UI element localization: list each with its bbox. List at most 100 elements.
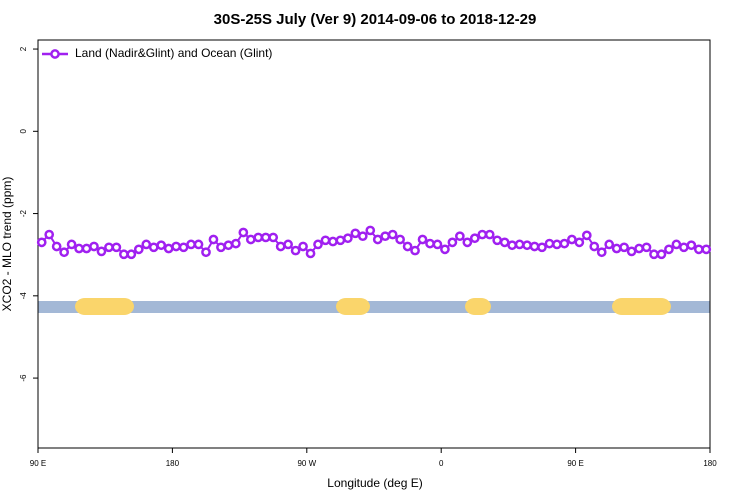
data-point	[596, 247, 607, 258]
data-point	[104, 242, 114, 253]
data-point	[59, 247, 69, 258]
data-point	[641, 242, 652, 253]
land-segment	[465, 298, 491, 315]
data-point	[51, 241, 62, 252]
data-point	[581, 230, 592, 241]
data-point	[432, 239, 443, 250]
data-point	[380, 231, 391, 242]
data-point	[298, 241, 308, 252]
data-point	[484, 229, 495, 240]
legend-marker	[50, 49, 60, 59]
land-segment	[336, 298, 370, 315]
data-point	[253, 232, 264, 243]
data-point	[372, 234, 383, 245]
data-point	[216, 242, 226, 253]
data-point	[36, 237, 47, 248]
data-point	[492, 235, 503, 246]
data-point	[589, 241, 600, 252]
ocean-strip	[38, 301, 710, 313]
data-point	[410, 245, 420, 256]
y-tick-label: -2	[19, 209, 28, 217]
data-point	[335, 235, 346, 246]
data-point	[163, 243, 174, 254]
legend-label: Land (Nadir&Glint) and Ocean (Glint)	[75, 46, 272, 60]
x-tick-label: 0	[439, 459, 444, 468]
data-point	[178, 242, 189, 253]
x-tick-label: 90 E	[30, 459, 46, 468]
land-segment	[612, 298, 671, 315]
data-point	[208, 234, 219, 245]
data-point	[619, 242, 629, 253]
data-point	[567, 234, 577, 245]
data-point	[343, 233, 353, 244]
data-point	[275, 241, 286, 252]
data-point	[469, 233, 480, 244]
data-point	[44, 229, 55, 240]
data-point	[268, 232, 279, 243]
data-point	[283, 239, 293, 250]
data-point	[507, 240, 517, 251]
data-point	[604, 239, 615, 250]
data-point	[559, 238, 570, 249]
data-point	[238, 227, 249, 238]
chart-title: 30S-25S July (Ver 9) 2014-09-06 to 2018-…	[214, 11, 537, 28]
y-axis-label: XCO2 - MLO trend (ppm)	[0, 177, 14, 312]
x-tick-label: 90 E	[567, 459, 583, 468]
data-point	[671, 239, 682, 250]
data-point	[96, 246, 107, 257]
data-point	[686, 240, 697, 251]
data-point	[522, 240, 532, 251]
data-point	[328, 236, 338, 247]
x-tick-label: 180	[703, 459, 717, 468]
data-point	[701, 244, 712, 255]
data-point	[693, 244, 704, 255]
data-point	[529, 241, 540, 252]
data-point	[649, 249, 659, 260]
data-point	[148, 242, 159, 253]
data-point	[537, 242, 547, 253]
data-point	[395, 234, 405, 245]
data-point	[320, 235, 331, 246]
data-point	[656, 249, 667, 260]
x-tick-label: 180	[166, 459, 180, 468]
data-point	[201, 247, 211, 258]
data-point	[357, 231, 368, 242]
data-point	[544, 238, 555, 249]
data-point	[402, 241, 413, 252]
data-point	[313, 239, 323, 250]
data-point	[133, 244, 144, 255]
data-point	[447, 237, 458, 248]
data-point	[119, 249, 129, 260]
land-segment	[75, 298, 134, 315]
data-point	[679, 242, 689, 253]
data-point	[74, 243, 84, 254]
data-point	[440, 244, 450, 255]
data-point	[626, 246, 637, 257]
data-point	[260, 232, 271, 243]
x-tick-label: 90 W	[297, 459, 316, 468]
y-tick-label: 2	[19, 46, 28, 51]
data-point	[171, 241, 181, 252]
data-point	[89, 241, 99, 252]
data-point	[245, 234, 256, 245]
data-point	[290, 245, 301, 256]
data-point	[81, 243, 92, 254]
data-point	[231, 238, 241, 249]
land-ocean-strip	[38, 298, 710, 315]
data-point	[223, 240, 234, 251]
y-tick-label: -4	[19, 292, 28, 300]
data-point	[141, 239, 152, 250]
data-point	[350, 228, 361, 239]
data-point	[126, 249, 137, 260]
data-point	[499, 237, 510, 248]
data-point	[634, 243, 644, 254]
data-point	[365, 225, 376, 236]
data-point	[66, 239, 77, 250]
data-point	[611, 243, 622, 254]
data-point	[417, 234, 428, 245]
data-point	[425, 238, 435, 249]
data-point	[186, 239, 196, 250]
data-point	[574, 237, 585, 248]
y-tick-label: -6	[19, 374, 28, 382]
